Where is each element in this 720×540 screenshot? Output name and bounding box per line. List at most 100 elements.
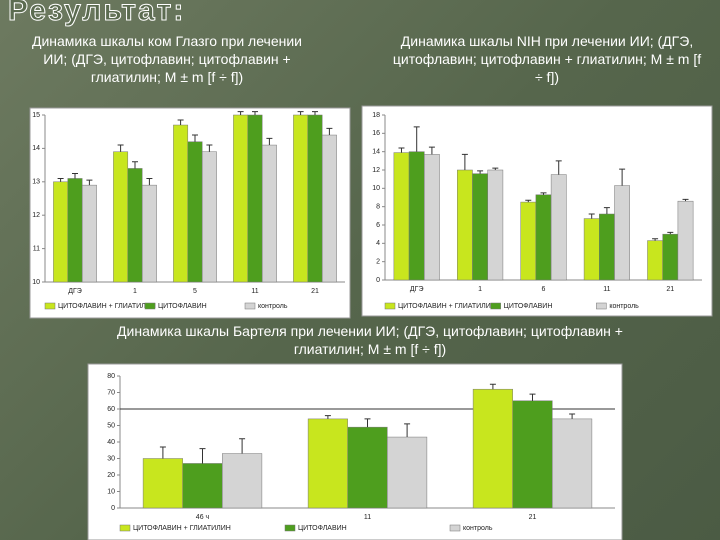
error-bar (324, 415, 331, 419)
x-tick-label: 46 ч (196, 514, 210, 521)
bar (247, 114, 263, 283)
error-bar (86, 179, 93, 186)
error-bar (297, 111, 304, 115)
legend-label: ЦИТОФЛАВИН + ГЛИАТИЛИН (133, 525, 231, 532)
bar (512, 400, 553, 509)
legend-label: ЦИТОФЛАВИН (504, 303, 553, 310)
legend-label: ЦИТОФЛАВИН (158, 303, 207, 310)
bar (550, 174, 567, 281)
y-tick-label: 0 (376, 277, 380, 284)
bar (393, 152, 410, 281)
y-tick-label: 10 (107, 488, 115, 495)
y-tick-label: 13 (32, 179, 40, 186)
x-tick-label: 6 (542, 286, 546, 293)
bar (552, 418, 593, 509)
x-tick-label: 1 (133, 288, 137, 295)
y-tick-label: 60 (107, 406, 115, 413)
x-tick-label: 11 (364, 514, 371, 521)
y-tick-label: 14 (32, 145, 40, 152)
bar (583, 218, 600, 281)
bar (127, 168, 143, 283)
bar (472, 388, 513, 509)
legend-swatch (284, 524, 296, 532)
bar (535, 194, 552, 281)
bar (321, 134, 337, 283)
bar (187, 141, 203, 283)
error-bar (237, 111, 244, 115)
bar (387, 436, 428, 509)
x-tick-label: 5 (193, 288, 197, 295)
error-bar (266, 137, 273, 146)
y-tick-label: 50 (107, 422, 115, 429)
bar (53, 181, 69, 283)
bar (647, 240, 663, 281)
bar (472, 173, 488, 281)
legend-swatch (449, 524, 461, 532)
error-bar (489, 383, 496, 390)
bar (487, 169, 504, 281)
bar (201, 151, 217, 283)
error-bar (477, 170, 484, 174)
error-bar (364, 418, 371, 428)
error-bar (117, 144, 124, 152)
error-bar (312, 111, 318, 115)
bar (113, 151, 129, 283)
error-bar (132, 161, 138, 169)
error-bar (603, 207, 610, 214)
x-tick-label: 11 (603, 286, 610, 293)
error-bar (529, 393, 536, 401)
error-bar (72, 172, 78, 179)
y-tick-label: 80 (107, 373, 115, 380)
error-bar (428, 146, 435, 155)
error-bar (569, 413, 576, 419)
bar (424, 154, 440, 281)
error-bar (159, 446, 166, 459)
y-tick-label: 10 (372, 185, 380, 192)
y-tick-label: 15 (32, 112, 40, 119)
bar (173, 124, 189, 283)
legend-swatch (384, 302, 396, 310)
error-bar (682, 198, 689, 202)
error-bar (57, 177, 64, 182)
error-bar (398, 147, 405, 153)
x-tick-label: 21 (666, 286, 674, 293)
y-tick-label: 40 (107, 439, 115, 446)
y-tick-label: 20 (107, 472, 115, 479)
error-bar (492, 167, 499, 170)
chart-title: Динамика шкалы ком Глазго при лечении ИИ… (31, 33, 303, 85)
legend-swatch (596, 302, 607, 310)
slide-title: Результат: (7, 0, 186, 28)
error-bar (146, 177, 153, 186)
legend-swatch (44, 302, 56, 310)
error-bar (177, 119, 184, 126)
y-tick-label: 6 (376, 222, 380, 229)
error-bar (199, 448, 206, 464)
bar (307, 418, 348, 509)
legend-label: контроль (258, 303, 288, 310)
error-bar (206, 144, 213, 152)
bar (81, 184, 97, 283)
bar (614, 185, 630, 281)
y-tick-label: 8 (376, 204, 380, 211)
bar (408, 151, 425, 281)
legend-label: ЦИТОФЛАВИН + ГЛИАТИЛИН (398, 303, 496, 310)
legend-swatch (144, 302, 156, 310)
bar (142, 458, 183, 509)
chart-title: Динамика шкалы NIH при лечении ИИ; (ДГЭ,… (392, 33, 702, 85)
error-bar (413, 126, 420, 152)
bar (67, 178, 83, 283)
y-tick-label: 2 (376, 259, 380, 266)
bar (222, 453, 263, 509)
x-tick-label: ДГЭ (410, 286, 424, 293)
x-tick-label: 1 (478, 286, 482, 293)
bar (141, 184, 157, 283)
legend-swatch (119, 524, 131, 532)
y-tick-label: 16 (372, 130, 380, 137)
error-bar (461, 153, 468, 170)
bar (457, 169, 473, 281)
x-tick-label: ДГЭ (68, 288, 82, 295)
x-tick-label: 21 (529, 514, 537, 521)
bar (293, 114, 309, 283)
